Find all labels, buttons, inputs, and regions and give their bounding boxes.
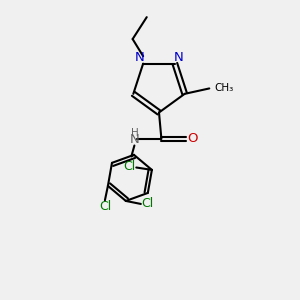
Text: N: N: [130, 133, 139, 146]
Text: H: H: [130, 128, 138, 139]
Text: N: N: [174, 51, 183, 64]
Text: N: N: [135, 51, 144, 64]
Text: O: O: [187, 132, 198, 146]
Text: Cl: Cl: [99, 200, 111, 213]
Text: Cl: Cl: [124, 160, 136, 173]
Text: Cl: Cl: [141, 197, 154, 210]
Text: CH₃: CH₃: [215, 82, 234, 92]
